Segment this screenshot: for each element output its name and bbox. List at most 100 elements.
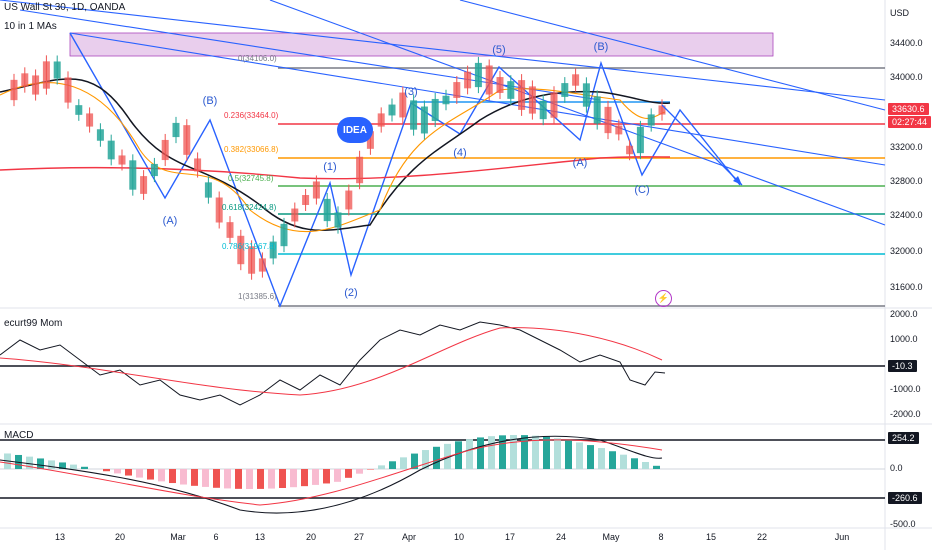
trend-channel-line [0,0,886,101]
candle-body [356,156,364,184]
macd-histogram-bar [268,469,275,489]
price-axis-label: 33200.0 [890,142,923,152]
moving-average-orange [0,82,666,233]
macd-histogram-bar [257,469,264,489]
momentum-axis-label: -1000.0 [890,384,921,394]
momentum-axis-label: 1000.0 [890,334,918,344]
macd-histogram-bar [180,469,187,485]
candle-body [366,131,374,149]
momentum-axis-label: -2000.0 [890,409,921,419]
trend-channel-line [459,0,886,111]
fib-label-0618: 0.618(32424.8) [222,203,277,212]
candle-body [280,223,288,247]
price-axis-label: 34000.0 [890,72,923,82]
price-axis-label: 31600.0 [890,282,923,292]
candle-body [334,212,342,228]
macd-histogram-bar [576,442,583,469]
macd-histogram-bar [103,469,110,472]
macd-histogram-bar [422,450,429,469]
macd-axis-label: -500.0 [890,519,916,529]
macd-histogram-bar [587,445,594,469]
candle-body [485,65,493,95]
candle-body [150,163,158,177]
ma-indicator-label: 10 in 1 MAs [4,21,57,32]
macd-histogram-bar [125,469,132,476]
macd-histogram-bar [114,469,121,474]
wave-label: (2) [344,287,358,299]
candle-body [474,62,482,88]
time-axis-label: 27 [353,532,365,542]
fib-label-05: 0.5(32745.8) [228,174,274,183]
time-axis-label: 24 [555,532,567,542]
price-axis-label: 32400.0 [890,210,923,220]
fib-label-0236: 0.236(33464.0) [224,111,279,120]
candle-body [528,86,536,114]
momentum-value-tag: -10.3 [888,360,917,372]
macd-histogram-bar [433,446,440,469]
candle-body [626,145,634,155]
macd-histogram-bar [147,469,154,480]
macd-histogram-bar [565,440,572,469]
candle-body [118,155,126,165]
macd-histogram-bar [235,469,242,489]
candle-body [140,176,148,194]
macd-histogram-bar [510,434,517,469]
candle-body [32,75,40,95]
candle-body [345,190,353,210]
candle-body [21,73,29,87]
macd-histogram-bar [488,436,495,469]
macd-histogram-bar [466,439,473,469]
lightning-icon[interactable]: ⚡ [655,290,672,307]
last-price-tag: 33630.6 [888,103,929,115]
price-axis-label: 32000.0 [890,246,923,256]
macd-histogram-bar [246,469,253,489]
macd-histogram-bar [609,451,616,469]
candle-body [96,129,104,141]
candle-body [215,197,223,223]
macd-histogram-bar [169,469,176,484]
fib-label-0: 0(34106.0) [238,54,277,63]
wave-label: (A) [162,215,178,227]
macd-histogram-bar [455,441,462,469]
momentum-axis-label: 2000.0 [890,309,918,319]
candle-body [561,83,569,97]
time-axis-label: 20 [114,532,126,542]
price-axis-label: 32800.0 [890,176,923,186]
macd-histogram-bar [59,462,66,469]
macd-histogram-bar [191,469,198,486]
macd-histogram-bar [81,466,88,469]
macd-axis-label: 0.0 [890,463,903,473]
candle-body [572,74,580,86]
time-axis-label: 6 [213,532,219,542]
moving-average-red [0,156,671,180]
macd-histogram-bar [202,469,209,487]
candle-body [204,182,212,198]
candle-body [10,79,18,101]
idea-badge[interactable]: IDEA [337,117,373,143]
time-axis-label: 20 [305,532,317,542]
candle-body [550,92,558,118]
wave-label: (A) [572,157,588,169]
candle-body [323,198,331,222]
candle-body [75,105,83,115]
macd-histogram-bar [620,454,627,469]
macd-histogram-bar [532,435,539,469]
macd-signal-line [0,439,663,506]
price-axis-label: 34400.0 [890,38,923,48]
candle-body [172,122,180,138]
candle-body [86,113,94,127]
candle-body [658,105,666,115]
candle-body [237,235,245,265]
macd-histogram-bar [367,469,374,470]
wave-label: (C) [634,184,650,196]
candle-body [226,222,234,238]
macd-histogram-bar [290,469,297,488]
candle-body [582,83,590,107]
macd-histogram-bar [554,438,561,469]
macd-histogram-bar [378,465,385,469]
macd-histogram-bar [136,469,143,478]
fib-label-1: 1(31385.6) [238,292,277,301]
macd-histogram-bar [521,435,528,469]
momentum-signal [0,327,663,396]
